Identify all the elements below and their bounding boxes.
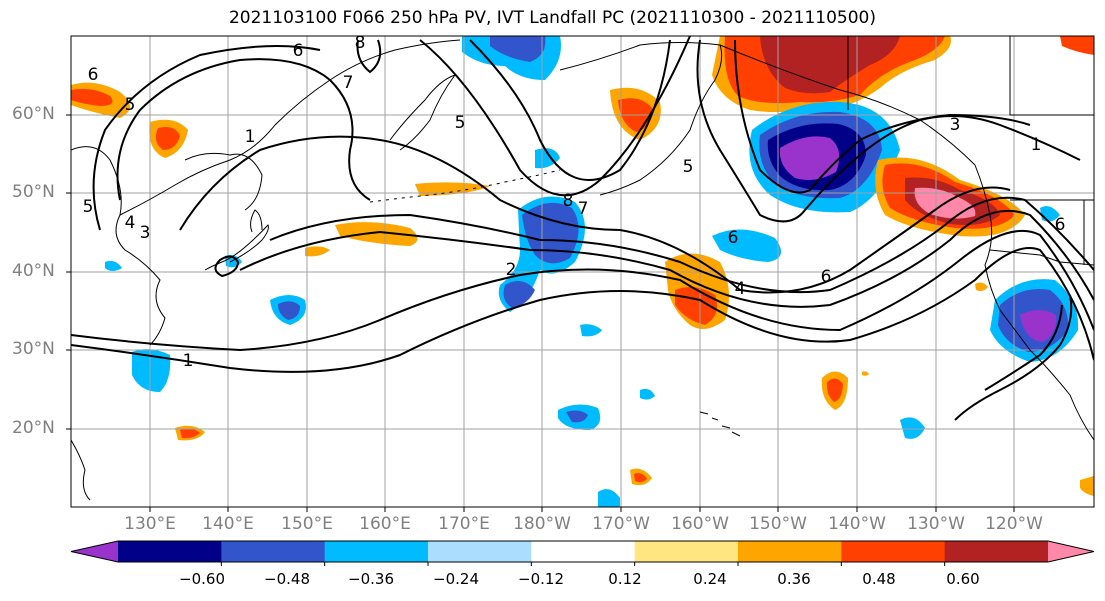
contour-label: 5 [83, 197, 94, 217]
contour-label: 1 [245, 127, 256, 147]
axis-ticks [66, 114, 1015, 512]
coastlines [71, 36, 1094, 501]
lon-label: 150°E [281, 514, 333, 534]
colorbar-bin [634, 541, 739, 562]
contour-labels: 6 8 7 5 1 5 4 3 6 5 8 7 2 6 4 6 3 1 6 5 … [83, 33, 1066, 371]
shaded-anomalies [71, 36, 1094, 507]
contour-label: 4 [125, 213, 136, 233]
colorbar-tick-label: 0.24 [693, 570, 727, 588]
colorbar-bin [738, 541, 842, 562]
contour-label: 5 [125, 95, 136, 115]
contour-label: 6 [821, 267, 832, 287]
lat-label: 30°N [12, 339, 55, 359]
colorbar-tick-label: −0.24 [433, 570, 479, 588]
colorbar-tick-label: −0.60 [179, 570, 225, 588]
lat-label: 50°N [12, 182, 55, 202]
colorbar-tick-label: −0.36 [348, 570, 394, 588]
contour-label: 8 [563, 191, 574, 211]
contour-label: 6 [728, 228, 739, 248]
lon-label: 170°W [592, 514, 650, 534]
figure-title: 2021103100 F066 250 hPa PV, IVT Landfall… [228, 8, 876, 28]
lon-label: 160°W [671, 514, 729, 534]
colorbar-tick-label: 0.36 [777, 570, 811, 588]
colorbar-outline [70, 540, 1095, 563]
lon-label: 140°W [828, 514, 886, 534]
colorbar-tick-label: −0.48 [264, 570, 310, 588]
colorbar-tick-label: −0.12 [518, 570, 564, 588]
lon-label: 130°E [124, 514, 176, 534]
contour-label: 4 [735, 279, 746, 299]
contour-label: 1 [1031, 135, 1042, 155]
colorbar-bin [841, 541, 946, 562]
colorbar-bin [944, 541, 1049, 562]
colorbar-bin [118, 541, 222, 562]
lat-label: 20°N [12, 418, 55, 438]
contour-label: 3 [140, 223, 151, 243]
colorbar-bin [428, 541, 532, 562]
contour-label: 6 [88, 65, 99, 85]
colorbar-tick-label: 0.48 [862, 570, 896, 588]
lon-label: 150°W [749, 514, 807, 534]
gridlines [71, 36, 1094, 507]
contour-label: 5 [683, 157, 694, 177]
colorbar-extend-max [1048, 541, 1094, 562]
lat-label: 60°N [12, 104, 55, 124]
contour-label: 7 [578, 199, 589, 219]
contour-label: 6 [1055, 215, 1066, 235]
colorbar-extend-min [71, 541, 118, 562]
contour-label: 7 [343, 73, 354, 93]
contour-label: 8 [355, 33, 366, 53]
colorbar-bin [324, 541, 429, 562]
lon-label: 160°E [359, 514, 411, 534]
colorbar-tick-label: 0.60 [946, 570, 980, 588]
colorbar-bin [221, 541, 326, 562]
pv-contours [71, 36, 1094, 421]
colorbar-bin [531, 541, 636, 562]
contour-label: 3 [950, 115, 961, 135]
lon-label: 140°E [202, 514, 254, 534]
contour-label: 6 [293, 41, 304, 61]
contour-label: 5 [455, 113, 466, 133]
lon-label: 170°E [438, 514, 490, 534]
lon-label: 130°W [907, 514, 965, 534]
colorbar-tick-label: 0.12 [608, 570, 642, 588]
contour-label: 2 [506, 260, 517, 280]
lon-label: 120°W [985, 514, 1043, 534]
contour-label: 1 [183, 351, 194, 371]
lat-label: 40°N [12, 261, 55, 281]
lon-label: 180°W [513, 514, 571, 534]
colorbar [70, 540, 1095, 566]
